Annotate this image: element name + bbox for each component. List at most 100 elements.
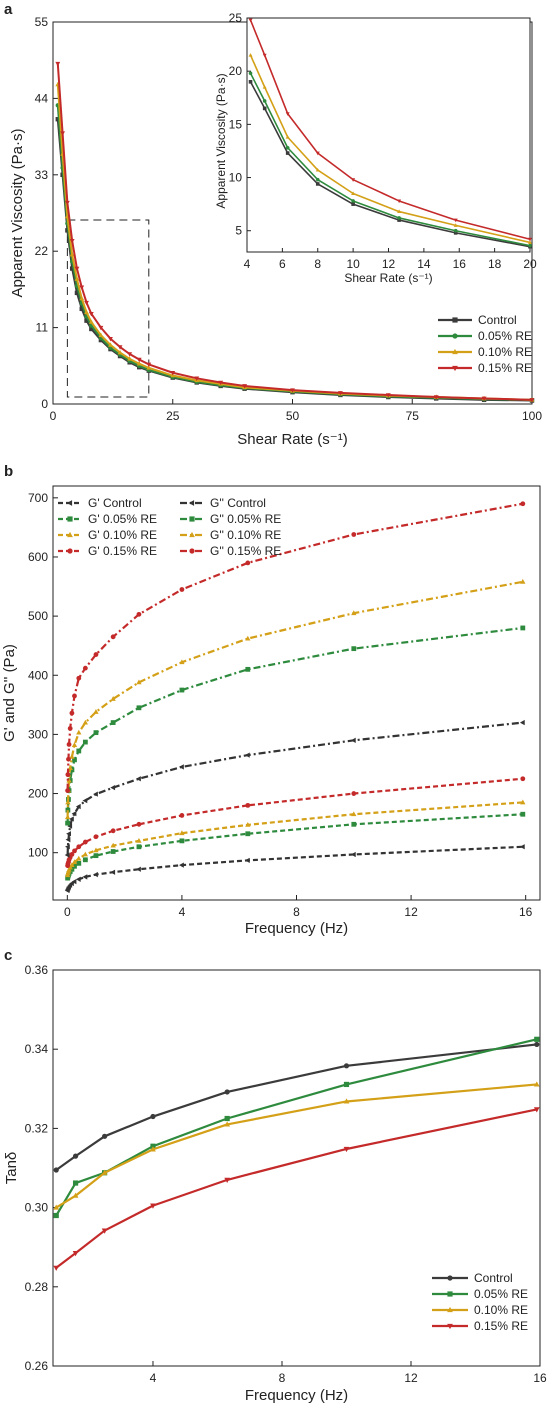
data-point bbox=[447, 1275, 453, 1281]
data-point bbox=[179, 659, 185, 665]
data-point bbox=[136, 361, 142, 366]
data-point bbox=[69, 753, 75, 759]
series-g-0-10-re bbox=[64, 799, 526, 878]
data-point bbox=[89, 326, 94, 332]
inset-x-axis-title: Shear Rate (s⁻¹) bbox=[344, 271, 432, 285]
y-tick-label: 44 bbox=[35, 91, 49, 105]
series-g-control bbox=[64, 719, 525, 858]
data-point bbox=[72, 1192, 79, 1198]
data-point bbox=[74, 276, 80, 281]
data-point bbox=[76, 729, 82, 735]
data-point bbox=[351, 610, 357, 616]
data-point bbox=[76, 748, 82, 754]
data-point bbox=[179, 838, 185, 844]
series-0-10-re bbox=[53, 1081, 540, 1210]
x-tick-label: 4 bbox=[244, 257, 251, 271]
data-point bbox=[65, 799, 71, 805]
data-point bbox=[179, 813, 185, 818]
y-tick-label: 600 bbox=[28, 550, 48, 564]
data-point bbox=[65, 837, 71, 843]
data-point bbox=[101, 1228, 108, 1234]
legend-label: 0.15% RE bbox=[474, 1319, 528, 1333]
data-point bbox=[150, 1113, 156, 1120]
series-line bbox=[66, 502, 524, 791]
y-tick-label: 25 bbox=[229, 11, 243, 25]
legend-label: G'' 0.10% RE bbox=[210, 528, 281, 542]
data-point bbox=[245, 802, 251, 808]
series-g-0-15-re bbox=[65, 501, 526, 793]
x-tick-label: 100 bbox=[522, 409, 542, 423]
data-point bbox=[64, 200, 70, 206]
panel-a: a 0 25 50 75 100 0 11 22 33 44 55 Shear Rate (s⁻¹) Ap… bbox=[4, 1, 542, 448]
data-point bbox=[453, 223, 458, 227]
data-point bbox=[453, 231, 458, 235]
data-point bbox=[82, 839, 88, 845]
data-point bbox=[285, 151, 290, 155]
data-point bbox=[337, 391, 343, 396]
x-axis-title: Frequency (Hz) bbox=[245, 1387, 348, 1404]
data-point bbox=[189, 531, 195, 538]
data-point bbox=[69, 710, 75, 716]
data-point bbox=[64, 852, 70, 858]
data-point bbox=[71, 811, 77, 817]
data-point bbox=[127, 352, 133, 357]
data-point bbox=[150, 1203, 156, 1209]
data-point bbox=[88, 311, 94, 317]
x-tick-label: 8 bbox=[314, 257, 321, 271]
data-point bbox=[519, 719, 525, 726]
data-point bbox=[75, 803, 81, 810]
data-point bbox=[248, 18, 253, 23]
data-point bbox=[110, 828, 116, 834]
data-point bbox=[67, 531, 73, 538]
x-tick-label: 0 bbox=[50, 409, 57, 423]
data-point bbox=[150, 1146, 156, 1152]
data-point bbox=[533, 1107, 540, 1113]
data-point bbox=[452, 365, 458, 372]
series-g-control bbox=[64, 844, 525, 894]
data-point bbox=[520, 501, 526, 507]
data-point bbox=[76, 855, 82, 861]
data-point bbox=[179, 764, 184, 770]
data-point bbox=[315, 182, 320, 186]
series-line bbox=[66, 721, 523, 856]
data-point bbox=[343, 1081, 350, 1088]
y-axis-title: Tanδ bbox=[3, 1152, 20, 1185]
panel-letter-a: a bbox=[4, 1, 13, 18]
data-point bbox=[520, 578, 526, 584]
data-point bbox=[71, 742, 78, 747]
data-point bbox=[82, 719, 89, 725]
data-point bbox=[55, 117, 60, 122]
data-point bbox=[350, 737, 356, 743]
data-point bbox=[71, 859, 78, 865]
data-point bbox=[65, 807, 71, 813]
data-point bbox=[71, 879, 77, 885]
data-point bbox=[179, 830, 185, 836]
x-tick-label: 12 bbox=[404, 905, 418, 919]
x-tick-label: 25 bbox=[166, 409, 180, 423]
x-tick-label: 4 bbox=[179, 905, 186, 919]
data-point bbox=[66, 756, 71, 762]
x-tick-label: 8 bbox=[279, 1371, 286, 1385]
data-point bbox=[248, 80, 253, 84]
data-point bbox=[69, 816, 74, 822]
data-point bbox=[136, 705, 142, 711]
legend-c: Control 0.05% RE 0.10% RE 0.15% RE bbox=[432, 1271, 528, 1333]
series-line bbox=[249, 81, 531, 248]
data-point bbox=[453, 228, 458, 233]
data-point bbox=[53, 1265, 60, 1271]
data-point bbox=[76, 675, 82, 681]
data-point bbox=[93, 791, 98, 797]
data-point bbox=[224, 1121, 231, 1127]
data-point bbox=[519, 844, 525, 850]
data-point bbox=[72, 863, 77, 869]
data-point bbox=[110, 720, 116, 725]
data-point bbox=[245, 822, 251, 827]
data-point bbox=[60, 131, 65, 136]
data-point bbox=[150, 1143, 156, 1149]
series-line bbox=[66, 626, 523, 824]
data-point bbox=[244, 752, 250, 758]
data-point bbox=[534, 1036, 540, 1042]
data-point bbox=[93, 652, 99, 657]
y-tick-label: 55 bbox=[35, 15, 49, 29]
